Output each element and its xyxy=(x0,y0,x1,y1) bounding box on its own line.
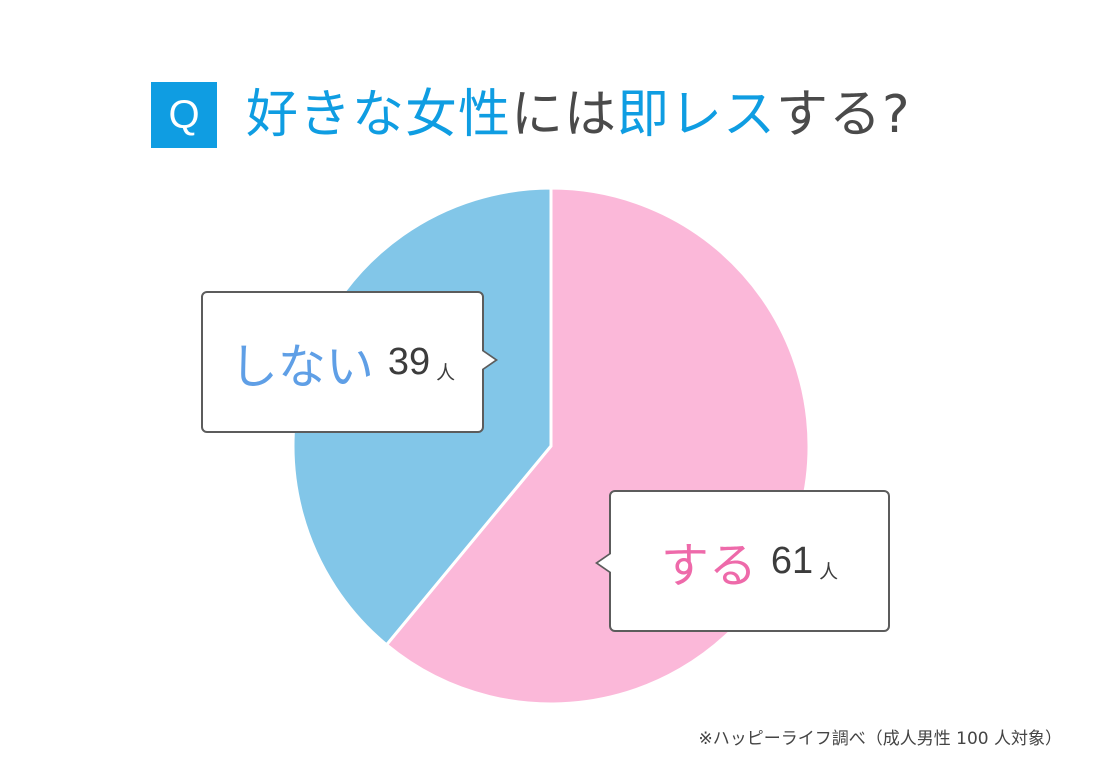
callout-suru: する 61 人 xyxy=(595,490,890,632)
title-part-4: する? xyxy=(776,85,911,145)
question-badge: Q xyxy=(151,82,217,148)
slice-label-shinai: しない xyxy=(229,339,374,395)
slice-value-shinai: 39 xyxy=(387,340,431,383)
callout-shinai: しない 39 人 xyxy=(201,291,498,433)
slice-unit-shinai: 人 xyxy=(436,361,456,384)
slice-value-suru: 61 xyxy=(770,539,814,582)
slice-label-suru: する xyxy=(660,538,757,594)
chart-title: 好きな女性には即レスする? xyxy=(246,82,911,148)
callout-tail-fill xyxy=(598,554,611,572)
title-part-2: には xyxy=(511,85,618,145)
slice-unit-suru: 人 xyxy=(819,560,839,583)
source-footnote: ※ハッピーライフ調べ（成人男性 100 人対象） xyxy=(698,729,1063,749)
title-part-1: 好きな女性 xyxy=(246,85,512,145)
title-part-3: 即レス xyxy=(617,85,777,145)
callout-tail-fill xyxy=(482,351,495,369)
